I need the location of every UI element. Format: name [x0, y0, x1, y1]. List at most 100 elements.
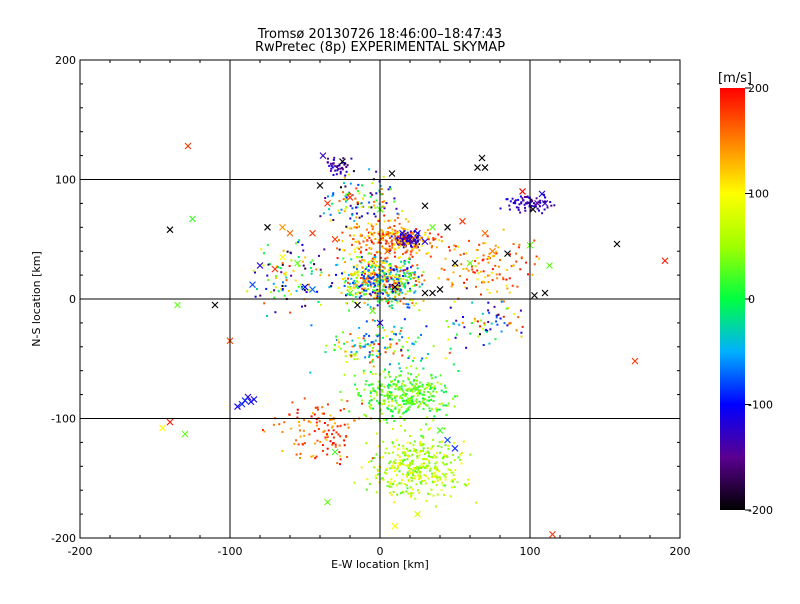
- data-point: [365, 333, 368, 336]
- data-point: [341, 272, 343, 275]
- data-point: [345, 170, 348, 173]
- data-point: [374, 238, 377, 240]
- data-point: [266, 243, 269, 246]
- data-point: [408, 355, 411, 358]
- data-point: [382, 259, 385, 262]
- data-point: [535, 255, 538, 258]
- data-point: [367, 288, 370, 290]
- data-point: [490, 322, 493, 325]
- data-point: [410, 476, 413, 479]
- data-point: [358, 256, 361, 259]
- cross-marker: [436, 427, 444, 434]
- data-point: [260, 248, 263, 251]
- data-point: [403, 458, 406, 461]
- data-point: [354, 272, 357, 275]
- data-point: [367, 284, 369, 287]
- data-point: [395, 474, 398, 477]
- data-point: [394, 255, 396, 258]
- data-point: [390, 232, 393, 235]
- data-point: [482, 270, 485, 273]
- cross-marker: [529, 205, 537, 213]
- data-point: [409, 442, 412, 445]
- data-point: [274, 311, 277, 314]
- data-point: [382, 237, 384, 239]
- data-point: [361, 184, 363, 187]
- data-point: [507, 307, 510, 309]
- data-point: [368, 461, 370, 463]
- data-point: [373, 231, 376, 234]
- data-point: [502, 300, 505, 303]
- data-point: [530, 204, 533, 207]
- data-point: [327, 429, 330, 432]
- cross-marker: [331, 448, 339, 456]
- data-point: [342, 191, 344, 194]
- data-point: [297, 256, 300, 258]
- data-point: [444, 357, 447, 360]
- data-point: [400, 385, 403, 388]
- data-point: [398, 289, 401, 292]
- data-point: [346, 341, 349, 343]
- data-point: [393, 420, 396, 422]
- data-point: [384, 267, 386, 270]
- data-point: [420, 333, 422, 336]
- data-point: [489, 328, 492, 331]
- data-point: [483, 281, 486, 284]
- data-point: [342, 257, 345, 260]
- data-point: [498, 273, 501, 276]
- data-point: [396, 493, 399, 496]
- data-point: [409, 234, 412, 237]
- data-point: [390, 397, 393, 400]
- data-point: [385, 280, 388, 283]
- data-point: [420, 467, 423, 469]
- data-point: [405, 250, 408, 253]
- data-point: [362, 197, 364, 200]
- data-point: [387, 373, 390, 376]
- data-point: [301, 442, 304, 445]
- data-point: [360, 295, 363, 297]
- data-point: [445, 414, 448, 417]
- data-point: [415, 246, 418, 249]
- data-point: [386, 397, 389, 400]
- data-point: [414, 497, 417, 500]
- data-point: [403, 451, 406, 453]
- data-point: [471, 301, 474, 304]
- data-point: [359, 235, 362, 238]
- data-point: [356, 203, 359, 206]
- data-point: [397, 288, 400, 290]
- data-point: [372, 256, 375, 259]
- data-point: [263, 430, 266, 433]
- data-point: [392, 462, 395, 465]
- data-point: [414, 280, 417, 282]
- data-point: [353, 345, 356, 348]
- data-point: [367, 261, 370, 264]
- data-point: [388, 273, 391, 276]
- data-point: [364, 268, 367, 270]
- data-point: [342, 198, 345, 201]
- data-point: [388, 283, 391, 286]
- data-point: [375, 349, 378, 352]
- data-point: [275, 277, 278, 279]
- data-point: [356, 284, 359, 287]
- data-point: [447, 325, 450, 328]
- data-point: [453, 485, 456, 488]
- data-point: [394, 298, 397, 301]
- data-point: [332, 219, 335, 221]
- data-point: [402, 253, 404, 256]
- data-point: [414, 387, 417, 390]
- data-point: [412, 380, 415, 383]
- colorbar: [720, 88, 745, 510]
- data-point: [340, 186, 342, 189]
- data-point: [377, 385, 380, 388]
- data-point: [412, 271, 415, 274]
- data-point: [368, 400, 371, 402]
- data-point: [414, 450, 417, 453]
- data-point: [433, 415, 436, 418]
- data-point: [363, 277, 366, 280]
- data-point: [424, 452, 426, 455]
- data-point: [377, 325, 379, 328]
- data-point: [377, 350, 380, 353]
- data-point: [376, 356, 379, 359]
- data-point: [357, 240, 360, 243]
- cross-marker: [346, 194, 354, 201]
- data-point: [430, 399, 433, 401]
